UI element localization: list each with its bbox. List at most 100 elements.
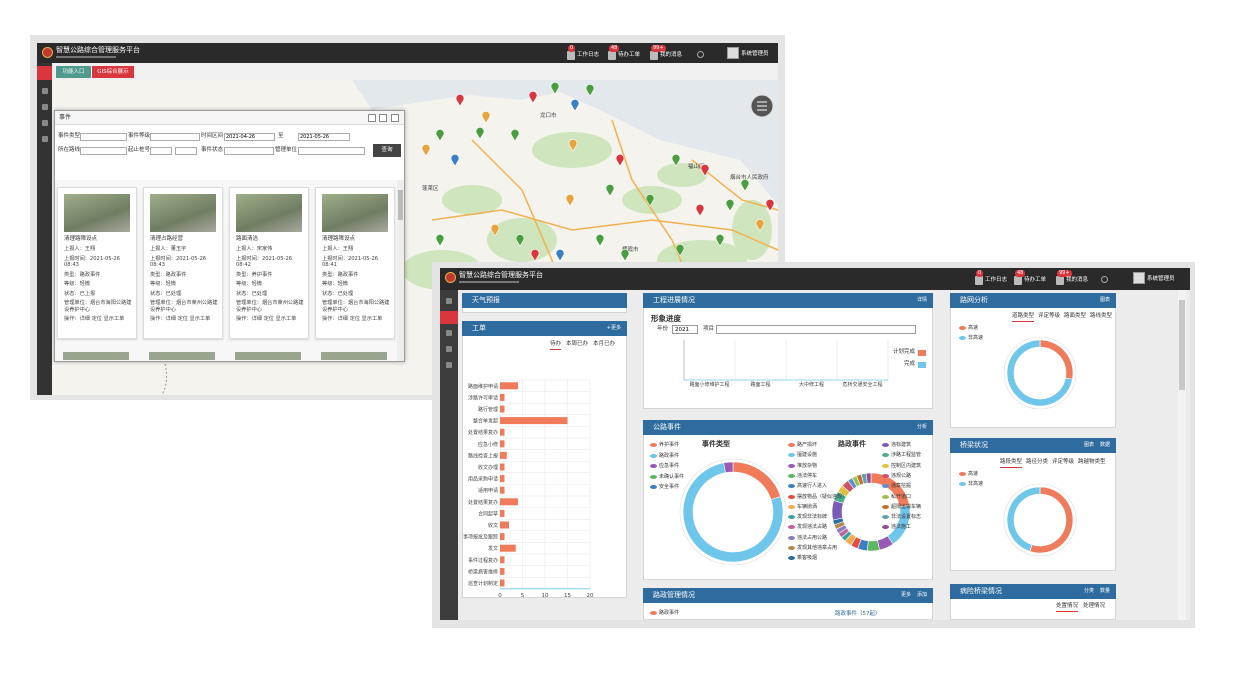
legend-dot [650,464,657,468]
tab[interactable]: 评定等级 [1038,313,1061,319]
panel-header [462,293,627,308]
tab[interactable]: 道路类型 [1012,313,1035,322]
project-select[interactable] [716,325,916,334]
tab[interactable]: 处置情况 [1056,603,1079,612]
input[interactable] [175,147,197,155]
window-button[interactable] [368,114,376,122]
menu-label[interactable]: 我的消息 [1066,277,1089,283]
menu-icon [1014,276,1022,285]
legend-label: 控制区内建筑 [891,462,922,469]
event-card[interactable]: 清理占路经营 上报人：董玉宇 上报时间：2021-05-26 08:43 类型：路政事… [143,187,223,339]
card-line: 上报时间：2021-05-26 08:43 [64,255,121,269]
legend-label: 路政事件 [659,610,680,616]
panel-button[interactable]: 图表 [1099,297,1110,303]
chart-title: 路政事件 [838,440,866,448]
sidebar-icon [42,120,48,126]
panel-button[interactable]: 更多 [900,592,911,598]
map-marker [550,82,560,95]
tab[interactable]: 处理情况 [1083,603,1106,609]
bar-chart: 0 5 10 15 20路面维护申请涉路许可审请路行管理整合单发起处置结果复办应急小修路… [463,379,594,599]
tab[interactable]: GIS综合展示 [92,66,134,78]
card-line: 操作：详细 定位 显示工单 [322,316,383,322]
panel-button[interactable]: 图表 [1083,442,1094,448]
map-marker [570,99,580,112]
tab[interactable]: 跨越物类型 [1078,459,1106,465]
card-line: 状态：已处理 [322,290,354,297]
date-input[interactable]: 2021-05-26 [298,133,350,141]
panel-button[interactable]: 分析 [916,424,927,430]
legend-dot [882,515,889,520]
card-photo-next [63,352,129,360]
date-input[interactable]: 2021-04-26 [224,133,275,141]
input[interactable] [298,147,365,155]
card-title: 清理路障设点 [322,236,356,242]
legend-dot [788,546,795,550]
tab[interactable]: 路段类型 [1000,459,1023,468]
query-button[interactable]: 查询 [373,144,401,157]
panel-button[interactable]: 分类 [1083,588,1094,594]
y-tick-label: 巡查计划制定 [468,580,498,587]
menu-label[interactable]: 待办工单 [1024,277,1047,283]
tab[interactable]: 评定等级 [1052,459,1075,465]
app-header [440,268,1190,290]
input[interactable] [150,147,172,155]
map-marker [555,249,565,262]
tab[interactable]: 功能入口 [56,66,91,78]
bar [500,417,568,425]
user-name[interactable]: 系统管理员 [741,51,769,57]
event-card[interactable]: 清理路障设点 上报人：王翔 上报时间：2021-05-26 08:41 类型：路政事件… [315,187,395,339]
legend-dot [788,453,795,458]
tab[interactable]: 本周已办 [566,341,589,347]
card-line: 等级：轻微 [236,281,262,287]
logo [445,272,456,283]
bar [500,579,505,587]
card-title: 清理占路经营 [150,236,184,242]
card-line: 上报时间：2021-05-26 08:41 [322,255,379,269]
map-marker [700,164,710,177]
panel-header [643,588,933,603]
card-line: 操作：详细 定位 显示工单 [150,316,211,322]
tab[interactable]: 路线类型 [1090,313,1113,319]
input[interactable] [150,133,200,141]
legend-dot [959,472,966,476]
y-tick-label: 合同起草 [478,510,498,517]
window-button[interactable] [391,114,399,122]
tab[interactable]: 待办 [550,341,562,350]
menu-label[interactable]: 待办工单 [618,52,641,58]
panel-button[interactable]: 数量 [1099,588,1110,594]
panel-button[interactable]: +更多 [606,325,621,331]
input[interactable] [80,133,127,141]
menu-badge: 0 [568,45,576,52]
input[interactable] [80,147,127,155]
panel-button[interactable]: 数据 [1099,442,1110,448]
tab[interactable]: 本月已办 [593,341,616,347]
y-tick-label: 整合单发起 [473,418,498,425]
legend-label: 超限运输车辆 [891,503,922,510]
legend-label: 高速 [968,471,979,477]
scroll-thumb [1179,300,1185,390]
window-button[interactable] [379,114,387,122]
menu-label[interactable]: 我的消息 [660,52,683,58]
legend-label: 非高速 [968,481,984,487]
legend-dot [959,336,966,340]
bar [500,428,505,436]
panel-button[interactable]: 详情 [916,297,927,303]
menu-label[interactable]: 工作日志 [577,52,600,58]
tab[interactable]: 路径分类 [1026,459,1049,465]
input[interactable] [224,147,274,155]
menu-label[interactable]: 工作日志 [985,277,1008,283]
tab[interactable]: 路面类型 [1064,313,1087,319]
event-card[interactable]: 路面清洁 上报人：宋家伟 上报时间：2021-05-26 08:42 类型：养护事件等… [229,187,309,339]
panel-button[interactable]: 添加 [916,592,927,598]
card-line: 上报时间：2021-05-26 08:42 [236,255,293,269]
card-line: 上报人：宋家伟 [236,246,273,252]
user-name[interactable]: 系统管理员 [1147,276,1175,282]
card-line: 等级：轻微 [150,281,176,287]
card-line: 上报人：王翔 [64,246,96,252]
map-marker [605,184,615,197]
road [431,209,779,251]
event-card[interactable]: 清理路障设点 上报人：王翔 上报时间：2021-05-26 08:43 类型：路政事件… [57,187,137,339]
legend-swatch [918,350,926,356]
year-select[interactable]: 2021 [672,325,698,334]
